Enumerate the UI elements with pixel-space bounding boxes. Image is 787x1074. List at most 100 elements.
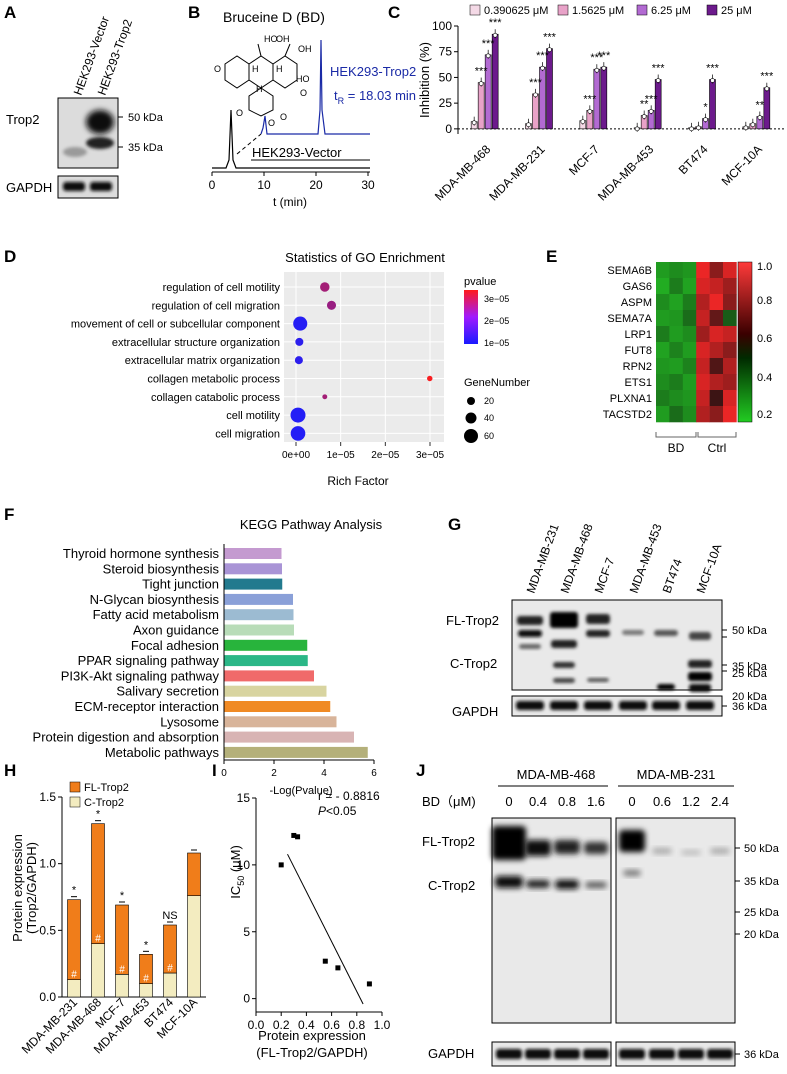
compound-title: Bruceine D (BD) <box>223 9 325 25</box>
j-band <box>554 840 580 854</box>
g-row-c-trop2: C-Trop2 <box>450 656 497 671</box>
panel-letter-c: C <box>388 3 400 22</box>
e-cbar-tick-0: 1.0 <box>757 261 772 273</box>
j-dose-468: 0.8 <box>558 794 576 809</box>
f-bar <box>224 609 294 621</box>
i-xlabel-line1: Protein expression <box>258 1028 366 1043</box>
d-term-label: collagen metabolic process <box>147 374 280 386</box>
g-band-gapdh <box>516 701 544 710</box>
c-ytick-label: 25 <box>439 96 453 110</box>
c-point <box>580 119 586 124</box>
g-lane-label: MCF-7 <box>592 555 618 595</box>
c-significance: *** <box>475 66 489 78</box>
f-bar <box>224 670 314 682</box>
f-xtick-label: 4 <box>321 768 327 779</box>
f-bar <box>224 548 282 559</box>
mol-label-11: O <box>300 88 307 98</box>
g-marker-50: 50 kDa <box>732 625 768 637</box>
c-point <box>750 122 756 128</box>
j-band <box>525 840 551 856</box>
e-group-ctrl: Ctrl <box>708 441 727 455</box>
j-band <box>585 882 607 888</box>
panel-letter-d: D <box>4 247 16 266</box>
e-cell <box>669 358 684 375</box>
d-xtick-label: 0e+00 <box>282 450 311 461</box>
c-bar <box>532 93 539 130</box>
e-cell <box>669 310 684 327</box>
e-cell <box>709 326 724 343</box>
g-lane-label: MDA-MB-468 <box>558 522 596 595</box>
c-legend-label: 25 μM <box>721 5 752 17</box>
i-point <box>295 834 301 840</box>
c-significance: ** <box>756 100 765 112</box>
e-cell <box>682 326 697 343</box>
c-point <box>710 78 715 83</box>
row-label-gapdh: GAPDH <box>6 180 52 195</box>
e-cell <box>656 294 670 311</box>
g-lane-label: MDA-MB-453 <box>627 522 665 595</box>
j-band <box>526 880 550 888</box>
e-cell <box>709 374 724 391</box>
f-category-label: PI3K-Akt signaling pathway <box>61 668 220 683</box>
f-category-label: N-Glycan biosynthesis <box>90 592 220 607</box>
g-band <box>586 614 610 624</box>
molecule-structure <box>224 43 298 117</box>
i-xtick-label: 0.8 <box>348 1018 365 1032</box>
h-bar-c-trop2 <box>67 979 81 998</box>
c-point <box>696 125 701 131</box>
c-ytick-label: 50 <box>439 70 453 84</box>
j-band <box>555 880 579 889</box>
mol-label-6: H <box>256 84 263 94</box>
c-point <box>703 117 708 122</box>
trace-offset-line <box>236 133 262 155</box>
j-dose-468: 0.4 <box>529 794 547 809</box>
c-point <box>648 109 654 114</box>
e-cell <box>682 358 697 375</box>
j-dose-231: 0 <box>628 794 635 809</box>
g-band <box>517 616 543 625</box>
f-category-label: PPAR signaling pathway <box>78 653 220 668</box>
j-marker-36: 36 kDa <box>744 1049 780 1061</box>
e-cell <box>656 310 670 327</box>
g-band-gapdh <box>652 701 680 710</box>
g-band <box>551 640 577 648</box>
j-marker-35: 35 kDa <box>744 876 780 888</box>
e-gene-label: GAS6 <box>623 281 652 293</box>
d-size-dot-40 <box>465 412 477 424</box>
f-title: KEGG Pathway Analysis <box>240 517 383 532</box>
e-cell <box>682 390 697 407</box>
h-ytick-label: 1.0 <box>39 857 56 871</box>
c-xtick-label: MCF-7 <box>566 142 602 178</box>
e-cell <box>709 342 724 359</box>
j-row-gapdh: GAPDH <box>428 1046 474 1061</box>
panel-j-western-blot: MDA-MB-468 MDA-MB-231 BD（μM) 0 0.4 0.8 1.6 0… <box>422 767 780 1067</box>
g-lane-label: MDA-MB-231 <box>524 522 562 595</box>
c-point <box>485 53 491 59</box>
panel-letter-j: J <box>416 761 425 780</box>
j-dose-231: 1.2 <box>682 794 700 809</box>
e-cell <box>696 294 710 311</box>
g-marker-35: 35 kDa <box>732 661 768 673</box>
e-cell <box>669 342 684 359</box>
marker-35: 35 kDa <box>128 142 164 154</box>
f-category-label: Protein digestion and absorption <box>33 730 219 745</box>
e-cell <box>709 294 724 311</box>
e-cell <box>696 390 710 407</box>
d-pvalue-tick-2: 1e−05 <box>484 338 509 348</box>
trace-vector <box>212 109 370 169</box>
c-point <box>641 114 647 119</box>
i-fit-line <box>287 853 364 1005</box>
h-inner-mark: # <box>167 963 173 974</box>
e-cell <box>696 262 710 279</box>
j-marker-20: 20 kDa <box>744 929 780 941</box>
c-ytick-label: 75 <box>439 45 453 59</box>
g-band-gapdh <box>584 701 612 710</box>
c-xtick-label: BT474 <box>676 142 711 177</box>
trace-label-trop2: HEK293-Trop2 <box>330 64 416 79</box>
e-gene-label: ETS1 <box>624 377 652 389</box>
e-cell <box>723 294 737 311</box>
j-group1: MDA-MB-468 <box>517 767 596 782</box>
c-legend-label: 6.25 μM <box>651 5 691 17</box>
j-group2: MDA-MB-231 <box>637 767 716 782</box>
h-significance: * <box>120 890 125 902</box>
